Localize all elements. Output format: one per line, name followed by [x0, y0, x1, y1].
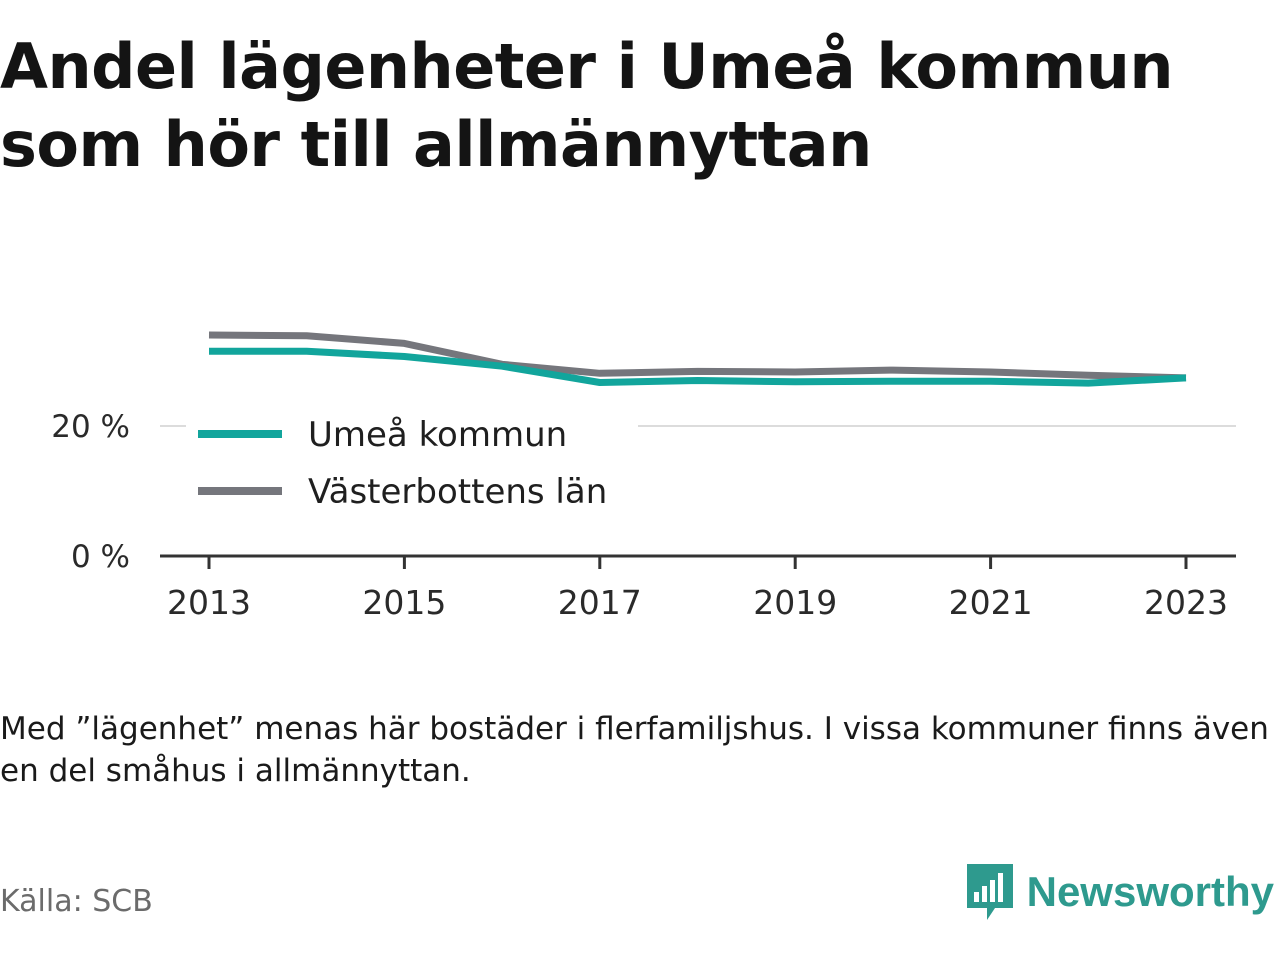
x-tick-label: 2019 — [753, 583, 837, 622]
x-tick-label: 2015 — [362, 583, 446, 622]
series-line-västerbottens-län — [208, 331, 1187, 382]
brand-name: Newsworthy — [1026, 868, 1274, 915]
x-tick-label: 2021 — [949, 583, 1033, 622]
chart-title: Andel lägenheter i Umeå kommun som hör t… — [0, 28, 1270, 184]
legend-label: Västerbottens län — [308, 472, 607, 512]
legend-label: Umeå kommun — [308, 415, 567, 455]
x-tick-label: 2013 — [167, 583, 251, 622]
footnote: Med ”lägenhet” menas här bostäder i fler… — [0, 711, 1269, 789]
chart-title-line2: som hör till allmännyttan — [0, 108, 872, 181]
newsworthy-logo-icon — [966, 864, 1013, 920]
chart-title-line1: Andel lägenheter i Umeå kommun — [0, 30, 1174, 103]
y-tick-label: 20 % — [51, 409, 130, 445]
legend-background — [186, 406, 638, 521]
brand-logo: Newsworthy — [965, 862, 1274, 922]
line-chart: 0 % 20 % 2013 2015 2017 2019 2021 2023 Umeå kom… — [51, 331, 1236, 622]
source-label: Källa: SCB — [0, 884, 153, 919]
axes: 0 % 20 % 2013 2015 2017 2019 2021 2023 — [51, 409, 1236, 622]
legend: Umeå kommun Västerbottens län — [186, 406, 638, 521]
series-lines — [208, 331, 1187, 387]
x-tick-label: 2017 — [558, 583, 642, 622]
x-tick-label: 2023 — [1144, 583, 1228, 622]
series-line-umeå-kommun — [209, 347, 1187, 387]
y-tick-label: 0 % — [71, 539, 130, 575]
